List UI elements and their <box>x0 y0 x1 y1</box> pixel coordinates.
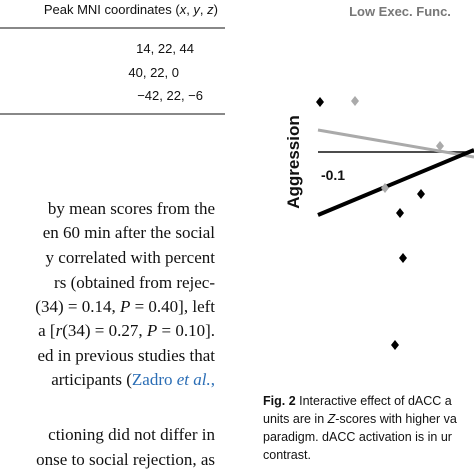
y-axis-label: Aggression <box>284 115 303 209</box>
text-line: rs (obtained from rejec- <box>54 273 215 292</box>
point <box>399 253 407 263</box>
table-cell: −42, 22, −6 <box>137 88 203 103</box>
text-line: ctioning did not differ in <box>48 425 215 444</box>
caption-line: contrast. <box>263 448 311 462</box>
point <box>396 208 404 218</box>
point <box>436 141 444 151</box>
text-line: ed in previous studies that <box>37 346 215 365</box>
figure-caption: Fig. 2 Interactive effect of dACC a unit… <box>263 394 457 462</box>
caption-line: paradigm. dACC activation is in ur <box>263 430 452 444</box>
caption-line: Fig. 2 Interactive effect of dACC a <box>263 394 452 408</box>
fit-line <box>317 148 474 217</box>
table-cell: 40, 22, 0 <box>128 65 179 80</box>
point <box>351 96 359 106</box>
x-tick-label: -0.1 <box>321 167 345 183</box>
body-text: by mean scores from the en 60 min after … <box>35 199 215 469</box>
fit-line <box>317 128 474 159</box>
point <box>391 340 399 350</box>
text-line: onse to social rejection, as <box>36 450 215 469</box>
text-line: en 60 min after the social <box>43 223 216 242</box>
text-line: (34) = 0.14, P = 0.40], left <box>35 297 215 316</box>
figure-title: Low Exec. Func. <box>349 4 451 19</box>
table-cell: 14, 22, 44 <box>136 41 194 56</box>
gray-points <box>351 96 444 193</box>
text-line: by mean scores from the <box>48 199 215 218</box>
table-header: Peak MNI coordinates (x, y, z) <box>44 2 218 17</box>
text-line: articipants (Zadro et al., <box>51 370 215 389</box>
black-points <box>316 97 425 350</box>
point <box>316 97 324 107</box>
point <box>381 183 389 193</box>
text-line: a [r(34) = 0.27, P = 0.10]. <box>38 321 215 340</box>
text-line: y correlated with percent <box>46 248 216 267</box>
caption-line: units are in Z-scores with higher va <box>263 412 457 426</box>
point <box>417 189 425 199</box>
